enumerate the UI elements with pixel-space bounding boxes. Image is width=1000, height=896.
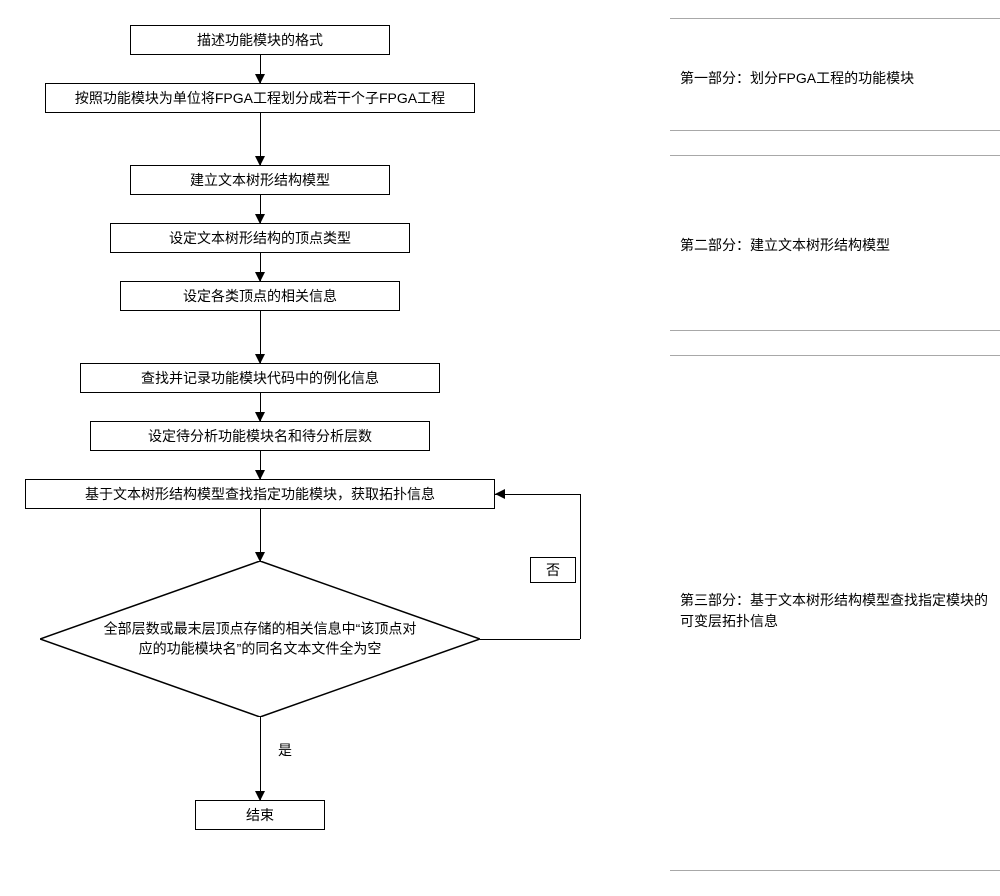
arrow xyxy=(260,253,261,281)
box-text: 设定待分析功能模块名和待分析层数 xyxy=(148,427,372,445)
section-divider xyxy=(670,130,1000,131)
loop-line-2 xyxy=(580,494,581,639)
box-split-fpga: 按照功能模块为单位将FPGA工程划分成若干个子FPGA工程 xyxy=(45,83,475,113)
box-build-tree: 建立文本树形结构模型 xyxy=(130,165,390,195)
box-set-vertex-info: 设定各类顶点的相关信息 xyxy=(120,281,400,311)
section-divider xyxy=(670,870,1000,871)
arrow xyxy=(260,509,261,561)
section-labels-area: 第一部分：划分FPGA工程的功能模块 第二部分：建立文本树形结构模型 第三部分：… xyxy=(670,0,1000,896)
label-yes: 是 xyxy=(278,740,292,760)
section-divider xyxy=(670,18,1000,19)
box-text: 设定各类顶点的相关信息 xyxy=(183,287,337,305)
arrow xyxy=(260,113,261,165)
arrow xyxy=(260,393,261,421)
box-text: 基于文本树形结构模型查找指定功能模块，获取拓扑信息 xyxy=(85,485,435,503)
section-divider xyxy=(670,355,1000,356)
box-text: 描述功能模块的格式 xyxy=(197,31,323,49)
label-no-box: 否 xyxy=(530,557,576,583)
box-describe-format: 描述功能模块的格式 xyxy=(130,25,390,55)
arrow xyxy=(260,195,261,223)
section-2-label: 第二部分：建立文本树形结构模型 xyxy=(680,235,990,256)
box-set-vertex-type: 设定文本树形结构的顶点类型 xyxy=(110,223,410,253)
box-end: 结束 xyxy=(195,800,325,830)
loop-line-3 xyxy=(495,494,581,495)
section-divider xyxy=(670,330,1000,331)
section-3-label: 第三部分：基于文本树形结构模型查找指定模块的可变层拓扑信息 xyxy=(680,590,990,632)
arrow-yes xyxy=(260,717,261,800)
box-text: 按照功能模块为单位将FPGA工程划分成若干个子FPGA工程 xyxy=(75,89,445,107)
flowchart-area: 描述功能模块的格式 按照功能模块为单位将FPGA工程划分成若干个子FPGA工程 … xyxy=(0,0,620,896)
arrow xyxy=(260,55,261,83)
decision-diamond: 全部层数或最末层顶点存储的相关信息中“该顶点对应的功能模块名”的同名文本文件全为… xyxy=(40,561,480,717)
arrow xyxy=(260,311,261,363)
decision-text: 全部层数或最末层顶点存储的相关信息中“该顶点对应的功能模块名”的同名文本文件全为… xyxy=(40,619,480,658)
box-find-instances: 查找并记录功能模块代码中的例化信息 xyxy=(80,363,440,393)
box-search-topology: 基于文本树形结构模型查找指定功能模块，获取拓扑信息 xyxy=(25,479,495,509)
loop-arrowhead xyxy=(495,489,505,499)
section-1-label: 第一部分：划分FPGA工程的功能模块 xyxy=(680,68,990,89)
loop-line-1 xyxy=(480,639,580,640)
section-divider xyxy=(670,155,1000,156)
box-text: 设定文本树形结构的顶点类型 xyxy=(169,229,351,247)
box-text: 建立文本树形结构模型 xyxy=(190,171,330,189)
box-text: 结束 xyxy=(246,806,274,824)
box-set-analysis-params: 设定待分析功能模块名和待分析层数 xyxy=(90,421,430,451)
label-no-text: 否 xyxy=(546,560,560,580)
arrow xyxy=(260,451,261,479)
box-text: 查找并记录功能模块代码中的例化信息 xyxy=(141,369,379,387)
